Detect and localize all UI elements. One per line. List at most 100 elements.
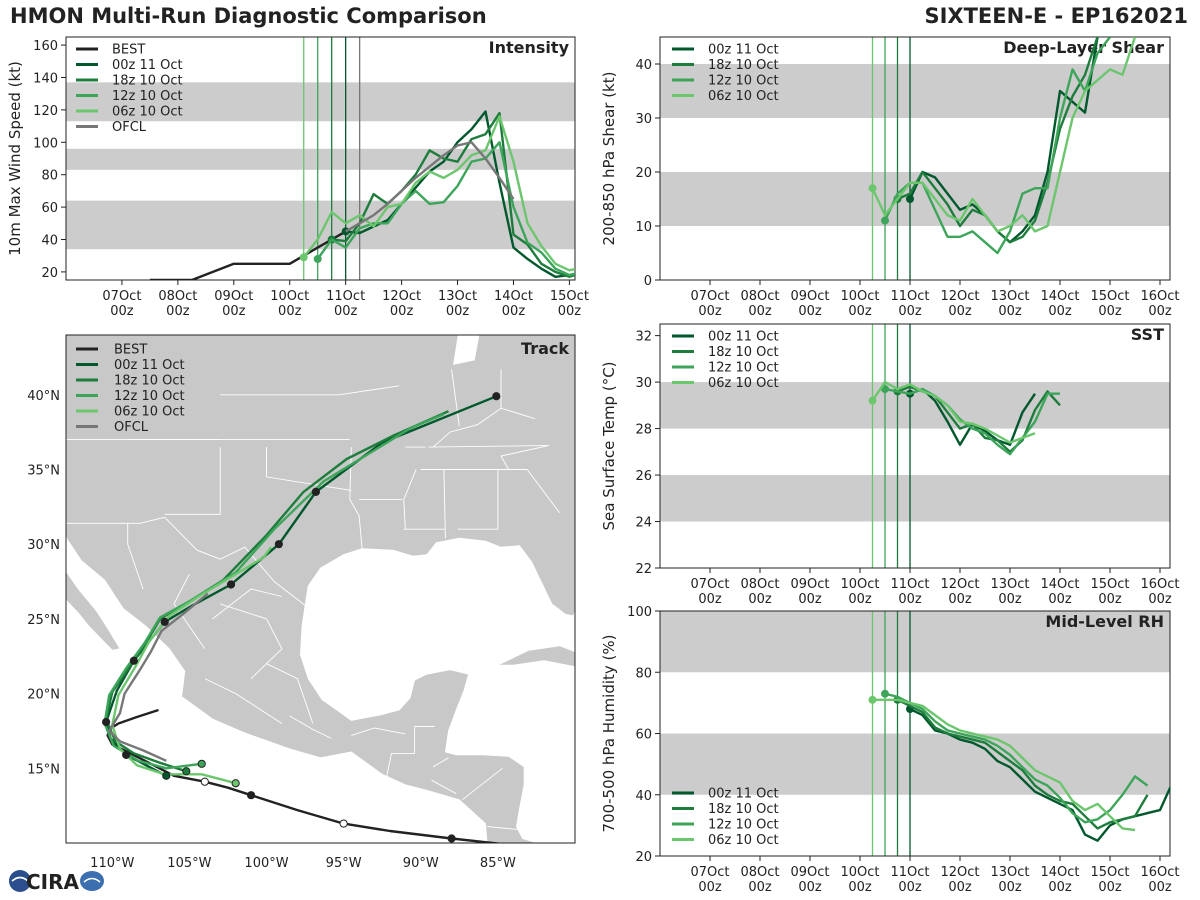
sst-legend-label: 06z 10 Oct [708, 376, 779, 391]
rh-xtick-label: 09Oct 00z [790, 865, 829, 895]
border-line [173, 573, 206, 650]
intensity-ytick-label: 100 [33, 136, 58, 151]
sst-xtick-label: 15Oct 00z [1090, 577, 1129, 607]
track-lat-label: 15°N [27, 762, 60, 777]
intensity-ytick-label: 60 [41, 201, 58, 216]
sst-ytick-label: 22 [635, 562, 652, 577]
border-line [487, 826, 520, 831]
shear-xtick-label: 15Oct 00z [1090, 289, 1129, 319]
intensity-legend-label: 18z 10 Oct [112, 74, 183, 89]
track-frame [65, 334, 576, 844]
sst-xtick-label: 14Oct 00z [1040, 577, 1079, 607]
intensity-legend-label: 12z 10 Oct [112, 89, 183, 104]
track-position-marker [492, 392, 501, 401]
rh-band [660, 611, 1170, 673]
border-line [526, 469, 560, 514]
sst-series-12z-10-oct [884, 387, 1060, 456]
sst-series-06z-10-oct [871, 380, 1036, 444]
rh-panel: 20 40 60 80 100 07Oct 00z 08Oct 00z 09Oct 00z 10Oct… [600, 605, 1180, 895]
track-position-marker [160, 617, 169, 626]
lake-michigan-shape [453, 335, 480, 365]
intensity-ytick-label: 80 [41, 169, 58, 184]
logo-globe-icon [9, 870, 31, 892]
border-line [349, 447, 363, 549]
intensity-legend-label: BEST [112, 43, 145, 58]
rh-series-18z-10-oct [896, 698, 1149, 830]
shear-y-axis-label: 200-850 hPa Shear (kt) [600, 72, 618, 246]
track-lon-label: 85°W [480, 856, 516, 871]
rh-xtick-label: 13Oct 00z [990, 865, 1029, 895]
intensity-ytick-label: 20 [41, 266, 58, 281]
border-line [431, 779, 457, 795]
track-position-marker [129, 656, 138, 665]
intensity-ytick-label: 40 [41, 234, 58, 249]
track-position-marker [311, 487, 320, 496]
rh-xtick-label: 16Oct 00z [1140, 865, 1179, 895]
track-panel-title: Track [521, 339, 569, 358]
shear-band [660, 172, 1170, 226]
rh-legend-label: 00z 11 Oct [708, 787, 779, 802]
shear-ytick-label: 40 [635, 58, 652, 73]
shear-xtick-label: 12Oct 00z [940, 289, 979, 319]
track-map-base [66, 335, 575, 843]
cuba-shape [497, 645, 575, 668]
track-lat-label: 20°N [27, 688, 60, 703]
track-position-marker [182, 767, 191, 776]
intensity-xtick-label: 11Oct 00z [326, 289, 365, 319]
border-line [204, 678, 283, 724]
sst-xtick-label: 11Oct 00z [890, 577, 929, 607]
rh-xtick-label: 07Oct 00z [690, 865, 729, 895]
rh-legend-label: 18z 10 Oct [708, 802, 779, 817]
rh-ytick-label: 60 [635, 728, 652, 743]
rh-xtick-label: 08Oct 00z [740, 865, 779, 895]
track-legend-label: 00z 11 Oct [114, 358, 185, 373]
rh-xtick-label: 15Oct 00z [1090, 865, 1129, 895]
sst-xtick-label: 16Oct 00z [1140, 577, 1179, 607]
track-legend-label: 18z 10 Oct [114, 374, 185, 389]
track-lat-label: 30°N [27, 538, 60, 553]
track-lat-label: 35°N [27, 463, 60, 478]
track-position-marker [122, 750, 131, 759]
shear-init-marker [881, 216, 889, 225]
rh-xtick-label: 14Oct 00z [1040, 865, 1079, 895]
track-position-marker [274, 540, 283, 549]
intensity-xtick-label: 09Oct 00z [214, 289, 253, 319]
sst-xtick-label: 13Oct 00z [990, 577, 1029, 607]
track-lon-label: 95°W [326, 856, 362, 871]
sst-xtick-label: 12Oct 00z [940, 577, 979, 607]
border-line [403, 469, 417, 530]
border-line [428, 445, 549, 448]
rh-ytick-label: 80 [635, 666, 652, 681]
track-position-marker [231, 779, 240, 788]
border-line [338, 385, 400, 396]
intensity-series-06z-10-oct [302, 115, 575, 272]
intensity-legend-label: 06z 10 Oct [112, 105, 183, 120]
track-lon-label: 110°W [90, 856, 134, 871]
sst-panel-title: SST [1131, 325, 1164, 344]
track-legend-label: BEST [114, 343, 147, 358]
intensity-panel-title: Intensity [489, 38, 570, 57]
intensity-xtick-label: 14Oct 00z [494, 289, 533, 319]
border-line [164, 516, 306, 606]
intensity-frame [65, 36, 576, 281]
rh-ytick-label: 40 [635, 789, 652, 804]
border-line [220, 603, 283, 679]
border-line [66, 516, 165, 524]
track-position-marker [162, 771, 171, 780]
track-series-ofcl [107, 592, 209, 762]
shear-ytick-label: 20 [635, 166, 652, 181]
intensity-band [66, 200, 575, 250]
border-line [451, 369, 460, 427]
border-line [212, 588, 283, 620]
intensity-band [66, 148, 575, 170]
border-line [443, 469, 446, 539]
shear-xtick-label: 16Oct 00z [1140, 289, 1179, 319]
shear-frame [659, 36, 1171, 281]
track-legend-label: 12z 10 Oct [114, 389, 185, 404]
sst-ytick-label: 28 [635, 423, 652, 438]
track-lon-label: 100°W [244, 856, 288, 871]
border-line [462, 767, 503, 801]
shear-legend-label: 12z 10 Oct [708, 74, 779, 89]
shear-ytick-label: 30 [635, 112, 652, 127]
sst-series-group [868, 380, 1061, 456]
